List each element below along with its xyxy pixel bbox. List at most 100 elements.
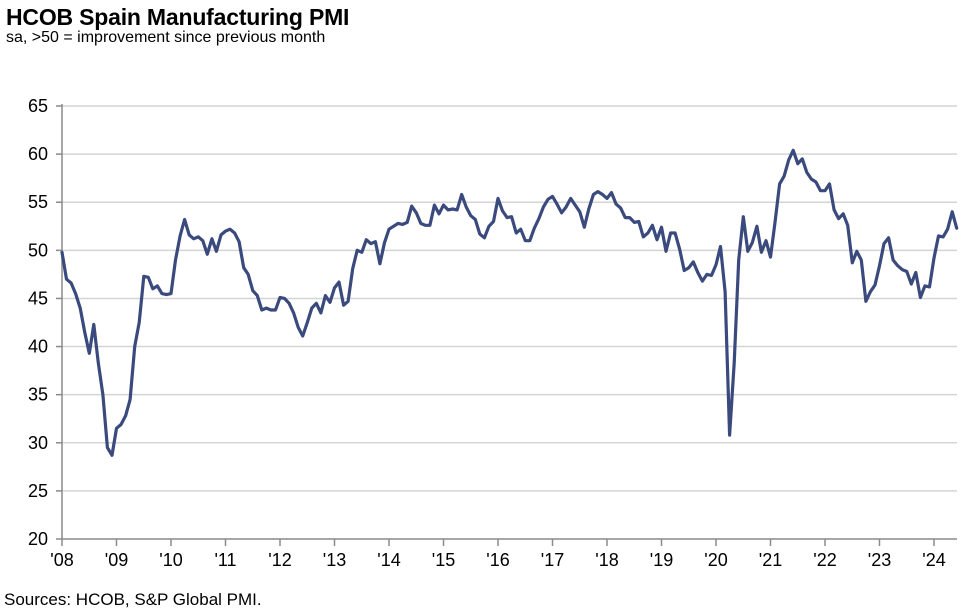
series — [60, 148, 959, 457]
data-point — [787, 158, 790, 161]
data-point — [719, 245, 722, 248]
y-tick-label: 25 — [28, 481, 48, 501]
data-point — [474, 218, 477, 221]
data-point — [624, 216, 627, 219]
data-point — [419, 222, 422, 225]
data-point — [256, 294, 259, 297]
data-point — [755, 225, 758, 228]
x-tick-label: '11 — [214, 550, 236, 570]
data-point — [592, 193, 595, 196]
data-point — [660, 226, 663, 229]
data-point — [210, 237, 213, 240]
data-point — [565, 205, 568, 208]
data-point — [796, 162, 799, 165]
data-point — [664, 250, 667, 253]
data-point — [201, 239, 204, 242]
data-point — [456, 208, 459, 211]
data-point — [805, 171, 808, 174]
data-point — [301, 334, 304, 337]
data-point — [238, 240, 241, 243]
y-tick-label: 65 — [28, 96, 48, 116]
y-tick-label: 40 — [28, 337, 48, 357]
data-point — [837, 217, 840, 220]
data-point — [83, 331, 86, 334]
data-point — [269, 308, 272, 311]
x-tick-label: '19 — [650, 550, 673, 570]
data-point — [892, 258, 895, 261]
data-point — [483, 236, 486, 239]
data-point — [460, 193, 463, 196]
data-point — [946, 228, 949, 231]
x-tick-label: '17 — [541, 550, 564, 570]
data-point — [437, 212, 440, 215]
data-point — [714, 263, 717, 266]
data-point — [392, 225, 395, 228]
data-point — [901, 268, 904, 271]
data-point — [446, 208, 449, 211]
data-point — [669, 231, 672, 234]
data-point — [501, 209, 504, 212]
data-point — [882, 242, 885, 245]
data-point — [842, 212, 845, 215]
data-point — [678, 248, 681, 251]
data-point — [528, 239, 531, 242]
data-point — [823, 189, 826, 192]
data-point — [923, 284, 926, 287]
data-point — [637, 220, 640, 223]
data-point — [278, 296, 281, 299]
x-tick-label: '13 — [323, 550, 346, 570]
data-point — [524, 239, 527, 242]
data-point — [365, 238, 368, 241]
x-tick-label: '20 — [704, 550, 727, 570]
data-point — [778, 182, 781, 185]
data-point — [319, 311, 322, 314]
data-point — [574, 204, 577, 207]
data-point — [628, 216, 631, 219]
data-point — [328, 301, 331, 304]
data-point — [242, 266, 245, 269]
data-point — [515, 231, 518, 234]
data-point — [932, 256, 935, 259]
data-point — [505, 216, 508, 219]
data-point — [510, 215, 513, 218]
data-point — [206, 253, 209, 256]
data-point — [383, 241, 386, 244]
gridlines — [62, 105, 957, 492]
data-point — [869, 290, 872, 293]
x-tick-label: '23 — [868, 550, 891, 570]
data-point — [233, 231, 236, 234]
data-point — [192, 237, 195, 240]
y-tick-label: 35 — [28, 385, 48, 405]
data-point — [728, 433, 731, 436]
data-point — [710, 274, 713, 277]
data-point — [260, 308, 263, 311]
data-point — [810, 178, 813, 181]
data-point — [555, 203, 558, 206]
x-tick-label: '22 — [813, 550, 836, 570]
data-point — [896, 264, 899, 267]
data-point — [846, 224, 849, 227]
data-point — [374, 240, 377, 243]
data-point — [283, 297, 286, 300]
chart-title: HCOB Spain Manufacturing PMI — [6, 4, 350, 30]
data-point — [178, 234, 181, 237]
data-point — [129, 398, 132, 401]
data-point — [487, 225, 490, 228]
data-point — [337, 280, 340, 283]
x-tick-label: '14 — [377, 550, 400, 570]
data-point — [855, 250, 858, 253]
data-point — [828, 182, 831, 185]
data-point — [614, 203, 617, 206]
data-point — [783, 175, 786, 178]
x-tick-label: '08 — [50, 550, 73, 570]
data-point — [188, 233, 191, 236]
data-point — [401, 223, 404, 226]
data-point — [88, 352, 91, 355]
data-point — [347, 300, 350, 303]
data-point — [369, 242, 372, 245]
data-point — [551, 195, 554, 198]
data-point — [919, 296, 922, 299]
data-point — [151, 287, 154, 290]
data-point — [601, 193, 604, 196]
